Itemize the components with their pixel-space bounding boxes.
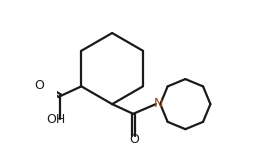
Text: O: O xyxy=(34,79,44,92)
Text: N: N xyxy=(154,97,163,110)
Text: O: O xyxy=(129,133,139,146)
Text: OH: OH xyxy=(47,113,66,126)
